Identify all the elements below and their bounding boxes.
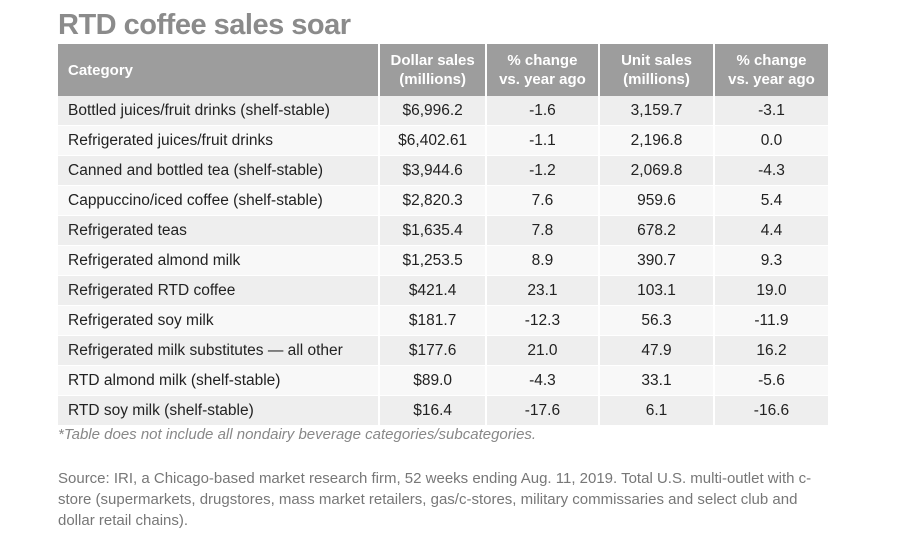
column-header: Unit sales (millions)	[599, 44, 715, 96]
value-cell: 103.1	[599, 275, 715, 306]
value-cell: $6,996.2	[379, 96, 487, 126]
table-body: Bottled juices/fruit drinks (shelf-stabl…	[58, 96, 831, 426]
value-cell: $177.6	[379, 335, 487, 366]
value-cell: 16.2	[713, 335, 831, 366]
value-cell: 9.3	[713, 245, 831, 276]
value-cell: $2,820.3	[379, 185, 487, 216]
category-cell: RTD soy milk (shelf-stable)	[58, 395, 381, 426]
value-cell: $89.0	[379, 365, 487, 396]
value-cell: 3,159.7	[599, 96, 715, 126]
value-cell: 56.3	[599, 305, 715, 336]
value-cell: 0.0	[713, 125, 831, 156]
value-cell: -17.6	[485, 395, 601, 426]
table-row: RTD soy milk (shelf-stable) $16.4 -17.6 6.1…	[58, 395, 831, 426]
value-cell: 7.6	[485, 185, 601, 216]
value-cell: -16.6	[713, 395, 831, 426]
column-header: Category	[58, 44, 381, 96]
value-cell: $6,402.61	[379, 125, 487, 156]
category-cell: Refrigerated soy milk	[58, 305, 381, 336]
table-row: Refrigerated RTD coffee $421.4 23.1 103.1 19…	[58, 275, 831, 306]
value-cell: -1.6	[485, 96, 601, 126]
header-text: Dollar sales	[390, 52, 475, 69]
column-header: % change vs. year ago	[485, 44, 601, 96]
table-row: Canned and bottled tea (shelf-stable) $3,…	[58, 155, 831, 186]
value-cell: 19.0	[713, 275, 831, 306]
value-cell: 2,069.8	[599, 155, 715, 186]
table-row: Refrigerated soy milk $181.7 -12.3 56.3 -11.…	[58, 305, 831, 336]
source-note: Source: IRI, a Chicago-based market rese…	[58, 470, 812, 529]
value-cell: -1.2	[485, 155, 601, 186]
column-header: % change vs. year ago	[713, 44, 831, 96]
value-cell: $421.4	[379, 275, 487, 306]
value-cell: $1,635.4	[379, 215, 487, 246]
value-cell: 23.1	[485, 275, 601, 306]
header-text: Unit sales	[621, 52, 692, 69]
category-cell: Refrigerated RTD coffee	[58, 275, 381, 306]
value-cell: 959.6	[599, 185, 715, 216]
value-cell: -4.3	[485, 365, 601, 396]
value-cell: 2,196.8	[599, 125, 715, 156]
category-cell: Refrigerated milk substitutes — all othe…	[58, 335, 381, 366]
table-row: Refrigerated juices/fruit drinks $6,402.6…	[58, 125, 831, 156]
value-cell: -4.3	[713, 155, 831, 186]
value-cell: -1.1	[485, 125, 601, 156]
title: RTD coffee sales soar	[58, 9, 351, 41]
value-cell: -5.6	[713, 365, 831, 396]
value-cell: 678.2	[599, 215, 715, 246]
table-row: Bottled juices/fruit drinks (shelf-stabl…	[58, 96, 831, 126]
column-header: Dollar sales (millions)	[379, 44, 487, 96]
value-cell: 33.1	[599, 365, 715, 396]
value-cell: 5.4	[713, 185, 831, 216]
header-row: Category Dollar sales (millions) % change vs…	[58, 44, 831, 96]
category-cell: Cappuccino/iced coffee (shelf-stable)	[58, 185, 381, 216]
value-cell: $16.4	[379, 395, 487, 426]
category-cell: Bottled juices/fruit drinks (shelf-stabl…	[58, 96, 381, 126]
value-cell: -3.1	[713, 96, 831, 126]
category-cell: Refrigerated juices/fruit drinks	[58, 125, 381, 156]
header-text: % change	[507, 52, 578, 69]
table-row: Refrigerated milk substitutes — all othe…	[58, 335, 831, 366]
value-cell: -12.3	[485, 305, 601, 336]
category-cell: RTD almond milk (shelf-stable)	[58, 365, 381, 396]
value-cell: 7.8	[485, 215, 601, 246]
value-cell: 47.9	[599, 335, 715, 366]
value-cell: 390.7	[599, 245, 715, 276]
table-row: Refrigerated teas $1,635.4 7.8 678.2 4.4	[58, 215, 831, 246]
footnote: *Table does not include all nondairy bev…	[58, 426, 537, 443]
table-row: Cappuccino/iced coffee (shelf-stable) $2,…	[58, 185, 831, 216]
table-row: RTD almond milk (shelf-stable) $89.0 -4.3 3…	[58, 365, 831, 396]
category-cell: Canned and bottled tea (shelf-stable)	[58, 155, 381, 186]
value-cell: 4.4	[713, 215, 831, 246]
sales-table: Category Dollar sales (millions) % change vs…	[58, 44, 831, 426]
value-cell: $1,253.5	[379, 245, 487, 276]
value-cell: $3,944.6	[379, 155, 487, 186]
header-text: (millions)	[399, 71, 466, 88]
category-cell: Refrigerated teas	[58, 215, 381, 246]
header-text: vs. year ago	[499, 71, 586, 88]
value-cell: 8.9	[485, 245, 601, 276]
header-text: % change	[736, 52, 807, 69]
table-row: Refrigerated almond milk $1,253.5 8.9 390.7…	[58, 245, 831, 276]
value-cell: $181.7	[379, 305, 487, 336]
header-text: Category	[68, 61, 134, 79]
header-text: (millions)	[623, 71, 690, 88]
value-cell: 6.1	[599, 395, 715, 426]
value-cell: 21.0	[485, 335, 601, 366]
table-header: Category Dollar sales (millions) % change vs…	[58, 44, 831, 96]
value-cell: -11.9	[713, 305, 831, 336]
header-text: vs. year ago	[728, 71, 815, 88]
category-cell: Refrigerated almond milk	[58, 245, 381, 276]
